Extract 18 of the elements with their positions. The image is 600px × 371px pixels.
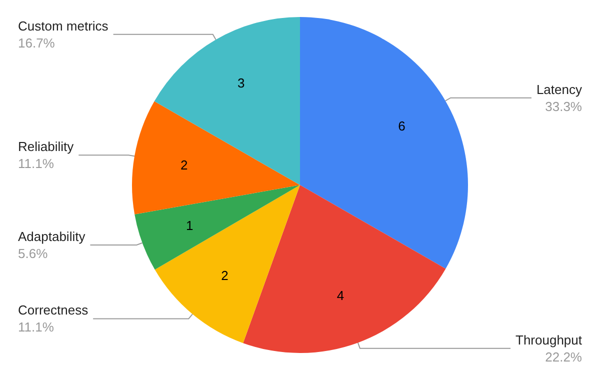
slice-label: Latency [536,82,582,97]
text: 6 [398,118,406,134]
slice-label: Custom metrics [18,18,109,34]
data-label: 33.3% [545,98,582,114]
slice-label: Throughput [516,332,582,348]
text: 2 [221,268,228,283]
text: 3 [237,76,245,91]
text: 4 [336,288,344,303]
data-label: 16.7% [18,35,56,50]
text: 2 [180,157,188,172]
slice-label: Reliability [18,139,74,154]
slice-label: Correctness [18,302,89,318]
data-label: 22.2% [545,349,582,364]
data-label: 11.1% [18,156,54,172]
slice-label: Adaptability [18,228,86,244]
data-label: 5.6% [18,246,48,261]
text: 1 [186,218,194,234]
data-label: 11.1% [18,320,54,335]
